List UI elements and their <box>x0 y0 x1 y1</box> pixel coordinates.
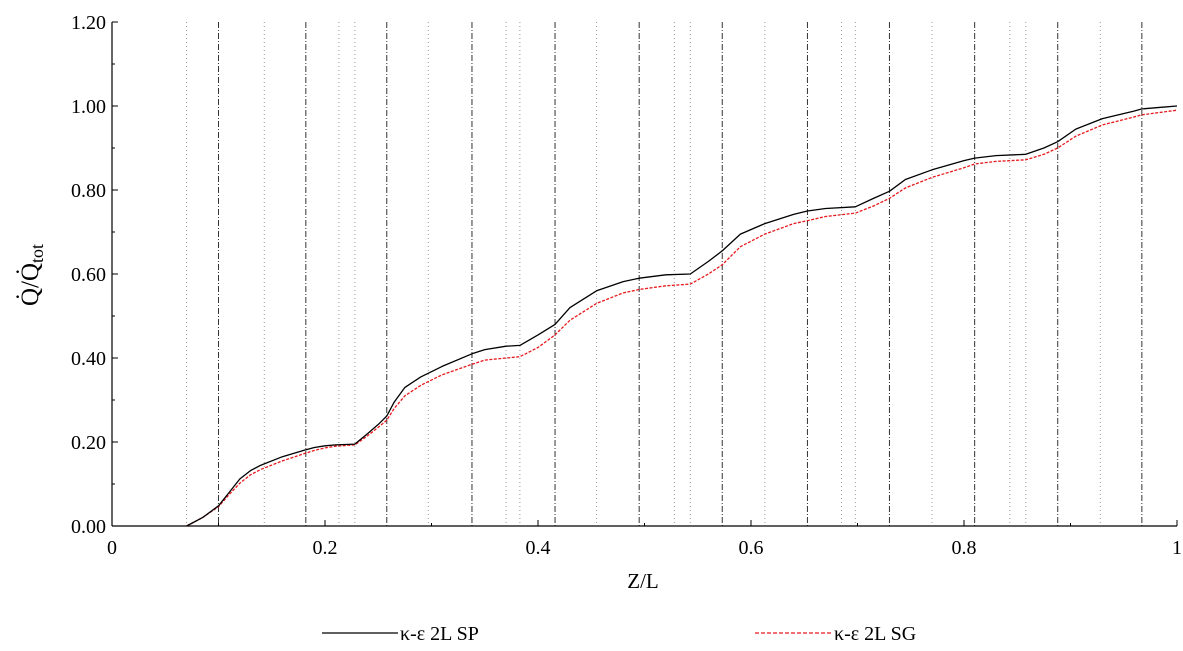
y-axis-label-main: Q̇/Q̇ <box>16 263 44 306</box>
y-tick-label: 0.40 <box>71 348 106 370</box>
series-line-sp <box>186 105 1178 527</box>
x-tick-label: 0.6 <box>739 537 764 559</box>
x-tick-label: 0.2 <box>313 537 338 559</box>
legend: κ-ε 2L SP κ-ε 2L SG <box>322 623 916 645</box>
x-axis-label: Z/L <box>627 569 659 593</box>
y-tick-label: 1.20 <box>71 12 106 34</box>
y-tick-label: 0.20 <box>71 432 106 454</box>
x-tick-label: 0 <box>107 537 117 559</box>
x-tick-label: 0.4 <box>526 537 551 559</box>
x-tick-label: 0.8 <box>952 537 977 559</box>
series-line-sg <box>186 109 1178 527</box>
y-axis-label: Q̇/Q̇tot <box>16 244 47 306</box>
legend-label-sg: κ-ε 2L SG <box>834 623 916 645</box>
y-tick-label: 0.60 <box>71 264 106 286</box>
y-tick-label: 1.00 <box>71 96 106 118</box>
tick-labels: 0.00 0.20 0.40 0.60 0.80 1.00 1.20 0 0.2 0.4 0.6 0.… <box>71 12 1182 559</box>
x-tick-label: 1 <box>1172 537 1182 559</box>
y-tick-label: 0.80 <box>71 180 106 202</box>
legend-label-sp: κ-ε 2L SP <box>400 623 479 645</box>
y-tick-label: 0.00 <box>71 516 106 538</box>
vertical-reference-lines <box>186 22 1143 526</box>
series-layer <box>186 105 1178 527</box>
axes <box>111 22 1177 527</box>
y-axis-label-sub: tot <box>27 244 47 263</box>
